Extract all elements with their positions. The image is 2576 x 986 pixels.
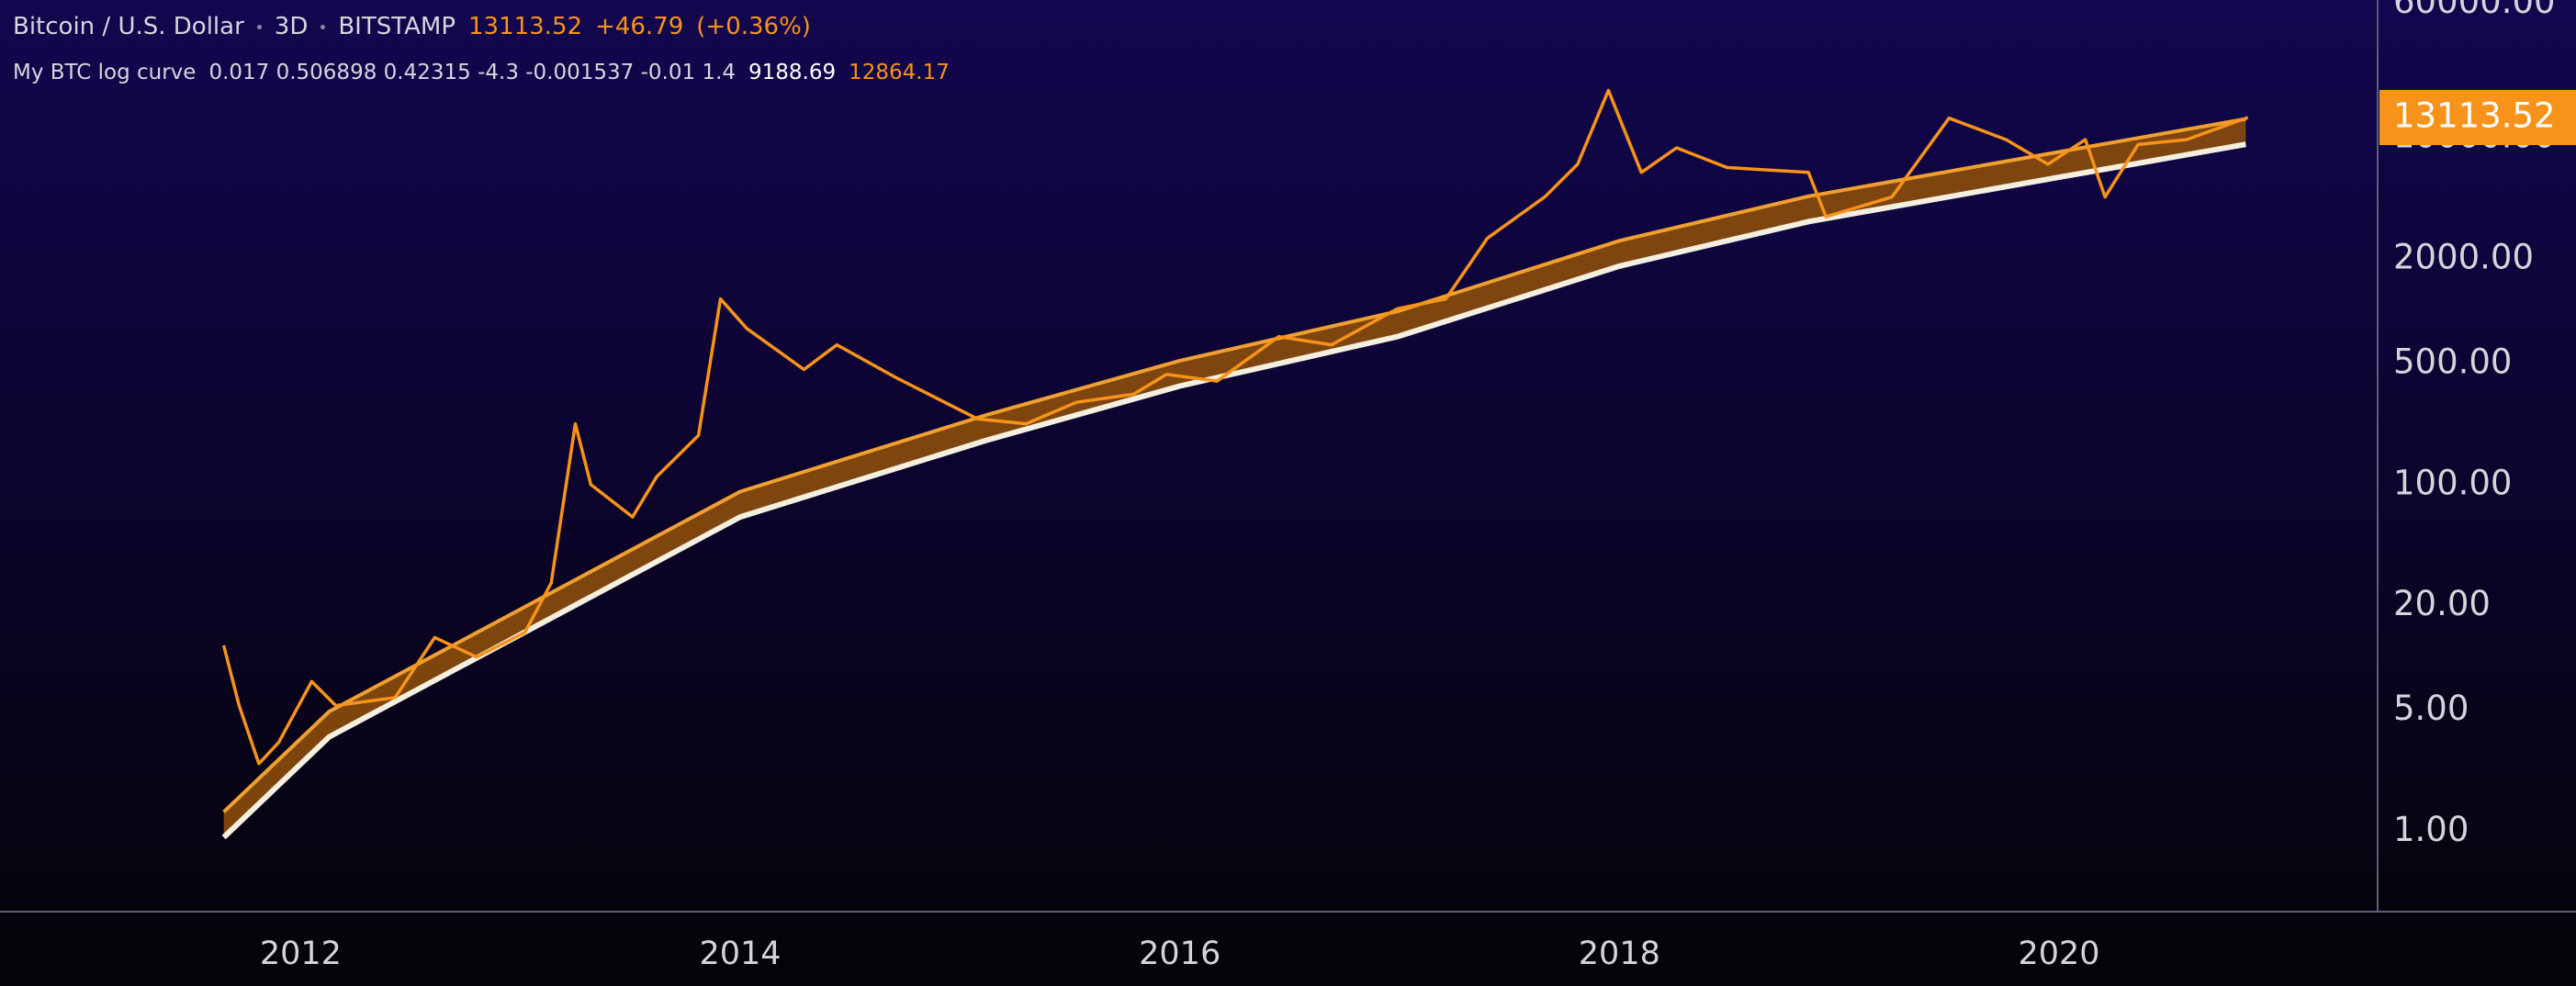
y-tick-label: 5.00 (2393, 689, 2469, 728)
x-tick-label: 2014 (700, 936, 782, 972)
y-tick-label: 100.00 (2393, 463, 2512, 502)
change: +46.79 (595, 13, 684, 40)
log-curve-line (222, 117, 2246, 813)
x-tick-label: 2020 (2018, 936, 2099, 972)
indicator-name: My BTC log curve (13, 61, 197, 84)
interval: 3D (274, 13, 309, 40)
change-percent: (+0.36%) (696, 13, 811, 40)
price-label-box (2379, 90, 2576, 146)
indicator-params: 0.017 0.506898 0.42315 -4.3 -0.001537 -0… (208, 61, 737, 84)
indicator-lower-value: 9188.69 (748, 61, 837, 84)
log-curve-line (221, 141, 2246, 840)
header: Bitcoin / U.S. Dollar 3D BITSTAMP 13113.52 +… (13, 13, 824, 40)
axes: 1.005.0020.00100.00500.002000.0010000.00… (260, 0, 2576, 972)
plot (221, 88, 2249, 840)
last-price: 13113.52 (468, 13, 583, 40)
y-tick-label: 2000.00 (2393, 238, 2534, 277)
y-tick-label: 20.00 (2393, 584, 2491, 623)
symbol: Bitcoin / U.S. Dollar (13, 13, 244, 40)
separator (256, 25, 262, 29)
indicator-legend: My BTC log curve 0.017 0.506898 0.42315 -… (13, 61, 962, 84)
exchange: BITSTAMP (338, 13, 456, 40)
x-tick-label: 2012 (260, 936, 342, 972)
separator (321, 25, 326, 29)
price-line (221, 88, 2249, 766)
y-tick-label: 60000.00 (2393, 0, 2556, 21)
x-tick-label: 2018 (1579, 936, 1660, 972)
indicator-upper-value: 12864.17 (849, 61, 950, 84)
x-tick-label: 2016 (1139, 936, 1221, 972)
y-tick-label: 500.00 (2393, 342, 2512, 381)
price-label: 13113.52 (2393, 96, 2556, 136)
y-tick-label: 1.00 (2393, 810, 2469, 849)
